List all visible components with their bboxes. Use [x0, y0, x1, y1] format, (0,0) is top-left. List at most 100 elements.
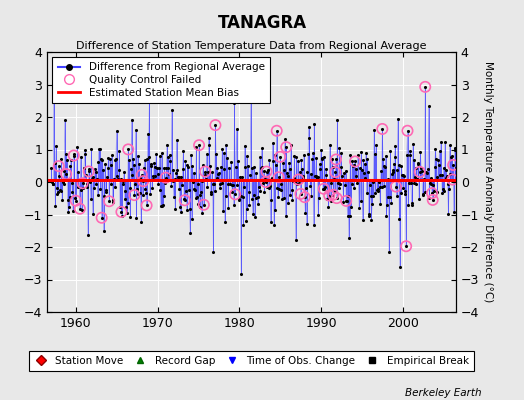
Point [90, 185, 99, 191]
Point [100, 193, 108, 200]
Point [304, 124, 313, 131]
Point [428, 190, 436, 196]
Title: Difference of Station Temperature Data from Regional Average: Difference of Station Temperature Data f… [77, 41, 427, 51]
Point [358, 167, 366, 173]
Point [339, 177, 347, 183]
Point [325, 192, 333, 199]
Point [284, 173, 292, 180]
Point [299, 173, 308, 180]
Point [416, 169, 424, 175]
Point [432, 156, 440, 162]
Point [447, 154, 455, 160]
Point [195, 142, 203, 148]
Point [346, 151, 354, 158]
Point [191, 187, 199, 194]
Point [294, 176, 303, 183]
Point [98, 157, 106, 164]
Point [303, 169, 312, 176]
Point [169, 178, 177, 184]
Point [285, 160, 293, 167]
Point [196, 192, 204, 198]
Point [429, 197, 437, 203]
Point [70, 151, 79, 157]
Point [259, 180, 267, 186]
Point [250, 214, 259, 220]
Point [257, 145, 266, 152]
Point [257, 164, 265, 171]
Point [275, 174, 283, 180]
Point [161, 174, 170, 181]
Point [270, 222, 278, 229]
Point [334, 184, 343, 191]
Point [343, 198, 351, 204]
Point [445, 142, 454, 149]
Point [435, 148, 444, 154]
Point [118, 181, 127, 187]
Point [134, 152, 142, 159]
Point [75, 206, 84, 212]
Point [152, 151, 160, 157]
Point [318, 155, 326, 162]
Point [102, 189, 110, 195]
Point [71, 194, 79, 201]
Point [388, 170, 396, 177]
Point [307, 193, 315, 200]
Point [157, 150, 166, 156]
Point [126, 214, 135, 220]
Point [291, 179, 299, 185]
Point [441, 139, 449, 146]
Point [366, 192, 375, 199]
Point [332, 156, 340, 163]
Point [110, 176, 118, 182]
Point [433, 174, 441, 181]
Point [233, 182, 242, 188]
Point [413, 160, 422, 167]
Point [361, 174, 369, 181]
Point [386, 194, 394, 200]
Point [378, 126, 387, 132]
Point [140, 165, 148, 171]
Point [430, 188, 438, 194]
Point [195, 142, 203, 148]
Point [242, 218, 250, 224]
Point [261, 179, 270, 185]
Point [314, 211, 322, 218]
Point [241, 164, 249, 170]
Point [412, 165, 421, 171]
Point [129, 155, 137, 162]
Point [200, 202, 208, 208]
Point [105, 198, 113, 204]
Point [282, 144, 290, 150]
Point [397, 163, 406, 169]
Point [180, 196, 188, 202]
Point [267, 197, 276, 203]
Point [97, 214, 106, 221]
Point [447, 153, 456, 159]
Point [325, 192, 333, 199]
Point [449, 162, 457, 168]
Point [215, 185, 224, 192]
Point [58, 197, 67, 204]
Point [60, 167, 68, 174]
Point [415, 196, 423, 202]
Point [269, 158, 278, 164]
Point [315, 194, 323, 201]
Point [429, 197, 437, 203]
Point [416, 169, 424, 175]
Point [399, 185, 407, 191]
Point [427, 181, 435, 187]
Point [147, 161, 155, 167]
Point [385, 249, 394, 256]
Point [66, 194, 74, 200]
Point [143, 156, 151, 162]
Point [349, 162, 357, 169]
Point [252, 195, 260, 201]
Point [389, 167, 397, 173]
Point [392, 193, 401, 200]
Point [395, 162, 403, 168]
Point [124, 146, 133, 152]
Point [92, 168, 101, 175]
Point [363, 156, 372, 162]
Point [213, 164, 221, 171]
Point [139, 178, 147, 184]
